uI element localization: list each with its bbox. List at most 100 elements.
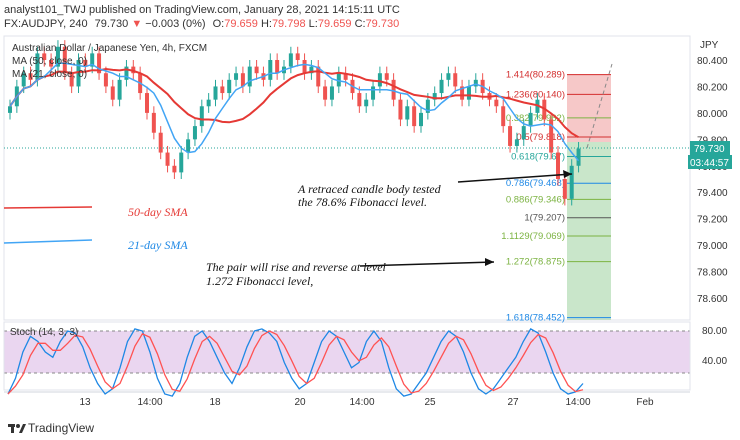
price-tick: 79.200	[697, 215, 728, 226]
candle-body	[192, 126, 197, 140]
stoch-k-line	[7, 328, 584, 397]
candle-body	[302, 60, 307, 74]
candle-body	[398, 99, 403, 120]
candle-body	[521, 126, 526, 140]
fib-level-label: 1.236(80.140)	[506, 89, 565, 100]
rise-note-line1: The pair will rise and reverse at level	[206, 260, 387, 274]
legend-ma21: MA (21, close, 0)	[12, 69, 87, 80]
rise-arrow	[359, 261, 495, 267]
candle-body	[179, 152, 184, 173]
candle-body	[206, 99, 211, 107]
candle-body	[55, 46, 60, 67]
candle-body	[220, 86, 225, 94]
sma50-line	[9, 67, 580, 139]
price-tick: 79.400	[697, 188, 728, 199]
candle-body	[357, 93, 362, 107]
fibonacci-levels: 1.414(80.289) 1.236(80.140) 0.382(79.962) 0…	[501, 70, 611, 324]
close-value: 79.730	[365, 18, 400, 30]
countdown-value: 03:44:57	[690, 158, 729, 169]
fib-level-label: 1(79.207)	[524, 213, 565, 224]
candle-body	[412, 106, 417, 127]
price-change: −0.003 (0%)	[145, 18, 206, 30]
candle-body	[371, 86, 376, 100]
sma21-line	[9, 62, 580, 162]
stoch-label: Stoch (14, 3, 3)	[10, 327, 78, 338]
price-tick: 80.000	[697, 109, 728, 120]
price-tick: 80.400	[697, 56, 728, 67]
legend-ma50: MA (50, close, 0)	[12, 56, 87, 67]
candle-body	[549, 119, 554, 153]
fib-level-label: 1.618(78.452)	[506, 313, 565, 324]
sma21-label: 21-day SMA	[128, 238, 188, 252]
candle-body	[576, 148, 581, 166]
candle-body	[329, 86, 334, 100]
open-label: O:	[212, 18, 225, 30]
candle-body	[439, 79, 444, 94]
fib-level-label: 1.1129(79.069)	[501, 231, 565, 242]
candle-body	[83, 60, 88, 67]
candle-body	[213, 86, 218, 100]
stoch-d-line	[7, 330, 584, 395]
time-tick: 25	[424, 397, 436, 408]
legend-title: Australian Dollar / Japanese Yen, 4h, FX…	[12, 43, 207, 54]
candle-body	[343, 73, 348, 80]
candle-body	[425, 99, 430, 113]
candle-body	[316, 66, 321, 87]
candle-body	[21, 73, 26, 87]
fib-level-label: 0.886(79.346)	[506, 194, 565, 205]
main-pane	[3, 35, 691, 321]
candle-body	[460, 86, 465, 100]
candle-body	[145, 93, 149, 113]
stoch-band	[4, 331, 690, 373]
candle-body	[28, 73, 33, 80]
open-value: 79.659	[224, 18, 258, 30]
sma50-legend-line	[3, 206, 93, 209]
candle-body	[405, 106, 410, 120]
candle-body	[103, 73, 108, 87]
retrace-arrowhead-icon	[563, 170, 572, 178]
retrace-note-line1: A retraced candle body tested	[297, 182, 442, 196]
tradingview-logo-icon	[8, 421, 26, 435]
symbol-ohlc-bar: FX:AUDJPY, 240 79.730 ▼ −0.003 (0%) O:79…	[4, 18, 399, 30]
candle-body	[49, 60, 54, 67]
price-tick: 79.800	[697, 135, 728, 146]
candle-body	[323, 86, 328, 100]
candle-body	[384, 73, 389, 80]
price-chart[interactable]: 1.414(80.289) 1.236(80.140) 0.382(79.962) 0…	[0, 0, 740, 418]
last-price-tag-value: 79.730	[694, 144, 725, 155]
candle-body	[227, 79, 232, 94]
candle-body	[186, 139, 191, 153]
candle-body	[8, 106, 12, 113]
candle-body	[151, 112, 156, 133]
candle-body	[508, 126, 513, 146]
candle-body	[172, 165, 177, 173]
candle-body	[268, 60, 273, 80]
candle-body	[556, 152, 560, 179]
retrace-arrow	[457, 173, 573, 183]
publish-info: analyst101_TWJ published on TradingView.…	[4, 4, 400, 16]
candle-body	[473, 79, 478, 87]
low-label: L:	[308, 18, 318, 30]
low-value: 79.659	[317, 18, 352, 30]
fib-level-label: 1.272(78.875)	[506, 257, 565, 268]
candle-body	[240, 73, 245, 87]
time-tick: 27	[507, 397, 519, 408]
price-tick: 80.200	[697, 82, 728, 93]
candle-body	[466, 86, 471, 100]
time-tick: 14:00	[565, 397, 590, 408]
candle-body	[165, 152, 170, 166]
candle-body	[234, 73, 239, 80]
fib-zone-lower	[567, 142, 611, 320]
candle-body	[69, 73, 74, 87]
candle-body	[295, 53, 300, 60]
fib-level-label: 1.414(80.289)	[506, 70, 565, 81]
brand-name: TradingView	[28, 421, 95, 435]
candle-body	[562, 179, 567, 199]
chart-header: analyst101_TWJ published on TradingView.…	[0, 0, 740, 20]
candle-body	[35, 53, 40, 80]
candle-body	[501, 106, 506, 127]
last-price-tag	[690, 141, 730, 155]
price-tick: 79.000	[697, 241, 728, 252]
candle-body	[391, 79, 396, 100]
candle-body	[514, 139, 519, 146]
